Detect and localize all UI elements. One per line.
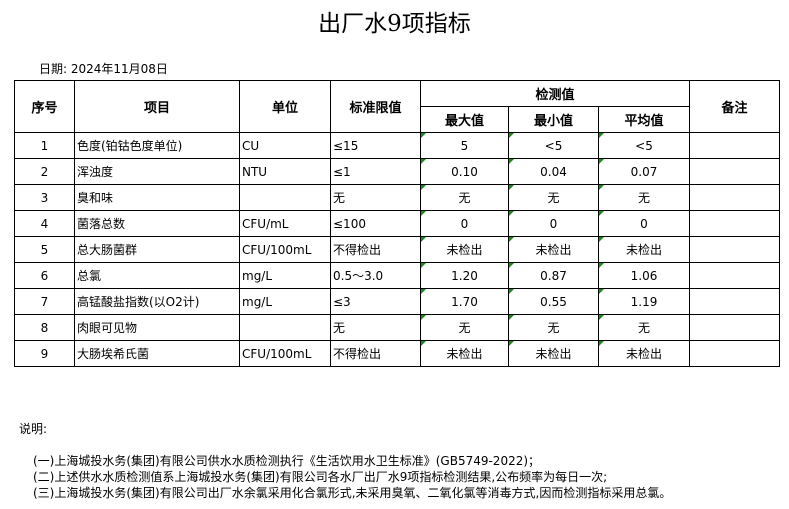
cell-min: 未检出 xyxy=(508,236,599,263)
cell-remark xyxy=(689,132,780,159)
table-row: 4 菌落总数 CFU/mL ≤100 0 0 0 xyxy=(14,210,780,237)
cell-unit: mg/L xyxy=(239,262,331,289)
cell-item: 大肠埃希氏菌 xyxy=(74,340,240,367)
cell-avg: 0.07 xyxy=(598,158,690,185)
header-unit: 单位 xyxy=(239,80,331,133)
cell-limit: 不得检出 xyxy=(330,236,421,263)
cell-limit: ≤1 xyxy=(330,158,421,185)
header-min: 最小值 xyxy=(508,106,599,133)
cell-avg: 0 xyxy=(598,210,690,237)
note-line: (三)上海城投水务(集团)有限公司出厂水余氯采用化合氯形式,未采用臭氧、二氧化氯… xyxy=(33,486,672,500)
cell-max: 无 xyxy=(420,314,509,341)
cell-min: 无 xyxy=(508,184,599,211)
cell-max: 未检出 xyxy=(420,236,509,263)
cell-max: 1.20 xyxy=(420,262,509,289)
cell-unit: mg/L xyxy=(239,288,331,315)
table-row: 2 浑浊度 NTU ≤1 0.10 0.04 0.07 xyxy=(14,158,780,185)
cell-item: 总大肠菌群 xyxy=(74,236,240,263)
cell-no: 8 xyxy=(14,314,75,341)
water-quality-table: 序号 项目 单位 标准限值 检测值 备注 最大值 最小值 平均值 1 色度(铂钴色… xyxy=(14,80,780,367)
cell-limit: 无 xyxy=(330,184,421,211)
cell-unit: CFU/100mL xyxy=(239,236,331,263)
cell-max: 0 xyxy=(420,210,509,237)
cell-limit: ≤15 xyxy=(330,132,421,159)
cell-avg: 1.06 xyxy=(598,262,690,289)
page-title: 出厂水9项指标 xyxy=(318,11,471,37)
cell-no: 1 xyxy=(14,132,75,159)
cell-no: 7 xyxy=(14,288,75,315)
cell-remark xyxy=(689,288,780,315)
cell-remark xyxy=(689,184,780,211)
cell-unit: CFU/100mL xyxy=(239,340,331,367)
header-remark: 备注 xyxy=(689,80,780,133)
cell-max: 1.70 xyxy=(420,288,509,315)
cell-no: 5 xyxy=(14,236,75,263)
table-row: 1 色度(铂钴色度单位) CU ≤15 5 <5 <5 xyxy=(14,132,780,159)
note-line: (一)上海城投水务(集团)有限公司供水水质检测执行《生活饮用水卫生标准》(GB5… xyxy=(33,454,541,468)
cell-avg: <5 xyxy=(598,132,690,159)
cell-max: 5 xyxy=(420,132,509,159)
cell-avg: 无 xyxy=(598,184,690,211)
cell-limit: ≤3 xyxy=(330,288,421,315)
cell-item: 肉眼可见物 xyxy=(74,314,240,341)
table-row: 8 肉眼可见物无无无无 xyxy=(14,314,780,341)
note-line: (二)上述供水水质检测值系上海城投水务(集团)有限公司各水厂出厂水9项指标检测结… xyxy=(33,470,608,484)
cell-max: 未检出 xyxy=(420,340,509,367)
table-row: 7 高锰酸盐指数(以O2计) mg/L ≤3 1.70 0.55 1.19 xyxy=(14,288,780,315)
cell-remark xyxy=(689,340,780,367)
cell-max: 无 xyxy=(420,184,509,211)
cell-item: 高锰酸盐指数(以O2计) xyxy=(74,288,240,315)
cell-remark xyxy=(689,158,780,185)
cell-no: 9 xyxy=(14,340,75,367)
cell-min: 0.04 xyxy=(508,158,599,185)
cell-avg: 未检出 xyxy=(598,340,690,367)
cell-remark xyxy=(689,236,780,263)
cell-limit: 0.5～3.0 xyxy=(330,262,421,289)
cell-unit xyxy=(239,314,331,341)
cell-limit: ≤100 xyxy=(330,210,421,237)
cell-item: 色度(铂钴色度单位) xyxy=(74,132,240,159)
cell-unit: NTU xyxy=(239,158,331,185)
cell-item: 总氯 xyxy=(74,262,240,289)
cell-unit: CU xyxy=(239,132,331,159)
table-row: 6 总氯 mg/L 0.5～3.0 1.20 0.87 1.06 xyxy=(14,262,780,289)
cell-min: <5 xyxy=(508,132,599,159)
header-no: 序号 xyxy=(14,80,75,133)
header-item: 项目 xyxy=(74,80,240,133)
cell-remark xyxy=(689,210,780,237)
table-row: 9 大肠埃希氏菌 CFU/100mL 不得检出 未检出 未检出 未检出 xyxy=(14,340,780,367)
cell-min: 0 xyxy=(508,210,599,237)
table-row: 3 臭和味无无无无 xyxy=(14,184,780,211)
cell-remark xyxy=(689,314,780,341)
cell-no: 3 xyxy=(14,184,75,211)
cell-min: 0.87 xyxy=(508,262,599,289)
cell-no: 6 xyxy=(14,262,75,289)
cell-max: 0.10 xyxy=(420,158,509,185)
header-measured: 检测值 xyxy=(420,80,690,107)
cell-item: 臭和味 xyxy=(74,184,240,211)
cell-unit: CFU/mL xyxy=(239,210,331,237)
cell-avg: 未检出 xyxy=(598,236,690,263)
cell-remark xyxy=(689,262,780,289)
cell-avg: 1.19 xyxy=(598,288,690,315)
cell-item: 菌落总数 xyxy=(74,210,240,237)
cell-no: 2 xyxy=(14,158,75,185)
cell-limit: 无 xyxy=(330,314,421,341)
cell-min: 无 xyxy=(508,314,599,341)
cell-item: 浑浊度 xyxy=(74,158,240,185)
cell-limit: 不得检出 xyxy=(330,340,421,367)
cell-min: 未检出 xyxy=(508,340,599,367)
cell-no: 4 xyxy=(14,210,75,237)
header-avg: 平均值 xyxy=(598,106,690,133)
cell-avg: 无 xyxy=(598,314,690,341)
notes-label: 说明: xyxy=(19,422,48,436)
header-max: 最大值 xyxy=(420,106,509,133)
notes: 说明: (一)上海城投水务(集团)有限公司供水水质检测执行《生活饮用水卫生标准》… xyxy=(19,421,671,501)
table-row: 5 总大肠菌群 CFU/100mL 不得检出 未检出 未检出 未检出 xyxy=(14,236,780,263)
cell-min: 0.55 xyxy=(508,288,599,315)
header-limit: 标准限值 xyxy=(330,80,421,133)
report-date: 日期: 2024年11月08日 xyxy=(39,62,168,76)
cell-unit xyxy=(239,184,331,211)
